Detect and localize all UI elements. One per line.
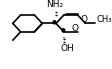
Text: O: O bbox=[71, 24, 78, 33]
Text: OH: OH bbox=[61, 44, 75, 53]
Text: CH₃: CH₃ bbox=[96, 15, 112, 24]
Text: ●: ● bbox=[61, 28, 66, 32]
Text: NH₂: NH₂ bbox=[46, 0, 63, 9]
Text: O: O bbox=[81, 15, 88, 24]
Text: ●: ● bbox=[52, 19, 57, 24]
